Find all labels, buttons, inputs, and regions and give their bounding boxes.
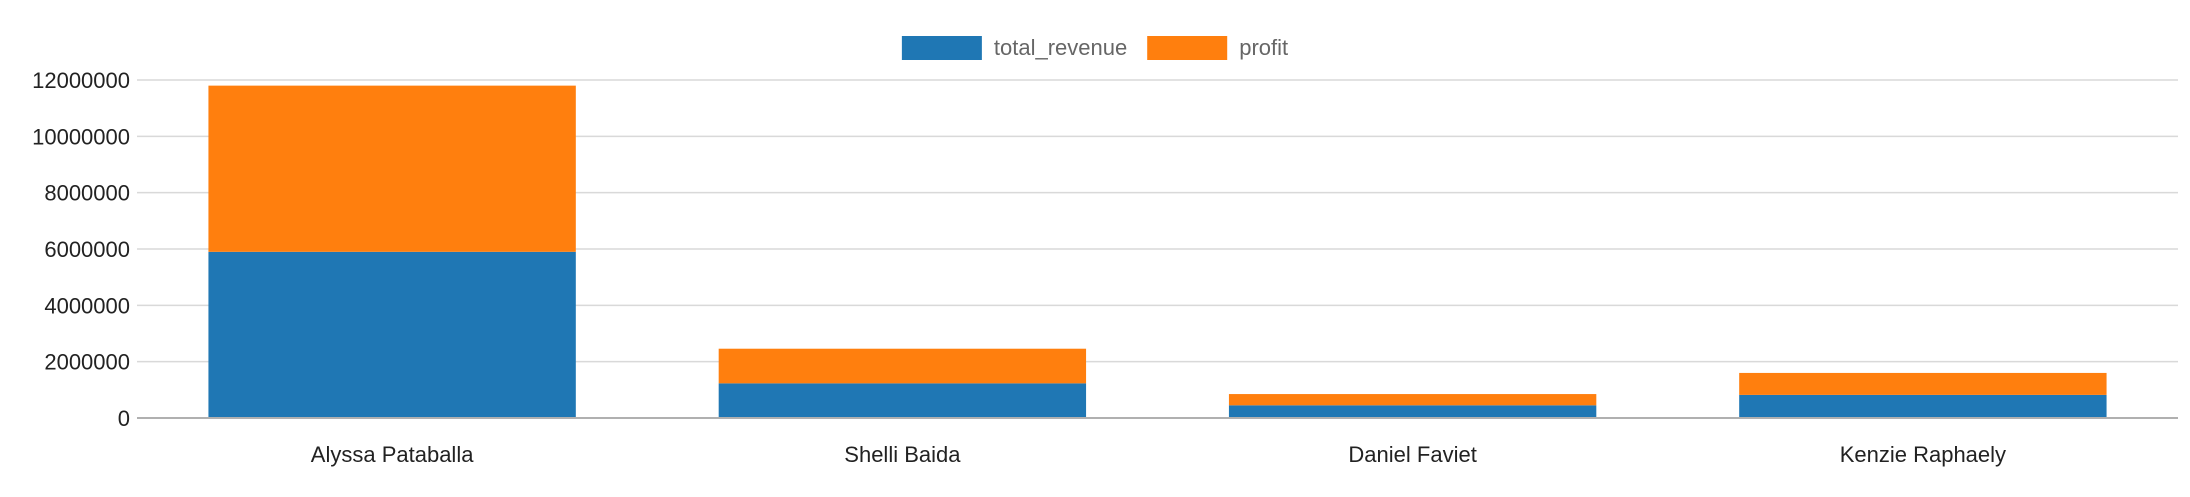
y-tick-label: 8000000 (44, 181, 130, 206)
x-tick-label: Daniel Faviet (1348, 442, 1476, 467)
y-axis: 0 2000000 4000000 6000000 8000000 10000000 120… (32, 68, 130, 431)
x-tick-label: Kenzie Raphaely (1840, 442, 2006, 467)
y-tick-label: 12000000 (32, 68, 130, 93)
x-tick-label: Alyssa Pataballa (311, 442, 474, 467)
legend-label: total_revenue (994, 35, 1127, 60)
legend-item-total-revenue[interactable]: total_revenue (901, 35, 1127, 60)
bar-profit[interactable] (208, 85, 576, 252)
legend-swatch (901, 36, 982, 60)
legend-swatch (1147, 36, 1228, 60)
bar-total-revenue[interactable] (1739, 394, 2107, 418)
x-tick-label: Shelli Baida (844, 442, 961, 467)
y-tick-label: 6000000 (44, 237, 130, 262)
legend-label: profit (1239, 35, 1288, 60)
legend: total_revenue profit (901, 35, 1288, 60)
y-tick-label: 4000000 (44, 293, 130, 318)
bar-total-revenue[interactable] (1228, 405, 1597, 418)
x-axis: Alyssa Pataballa Shelli Baida Daniel Favie… (137, 417, 2178, 467)
bar-total-revenue[interactable] (718, 383, 1087, 418)
bar-total-revenue[interactable] (208, 251, 576, 418)
y-tick-label: 2000000 (44, 350, 130, 375)
bar-profit[interactable] (1739, 372, 2107, 395)
bar-profit[interactable] (1228, 394, 1597, 406)
y-tick-label: 10000000 (32, 124, 130, 149)
legend-item-profit[interactable]: profit (1147, 35, 1288, 60)
bars (208, 85, 2107, 418)
y-tick-label: 0 (118, 406, 130, 431)
bar-profit[interactable] (718, 348, 1087, 384)
